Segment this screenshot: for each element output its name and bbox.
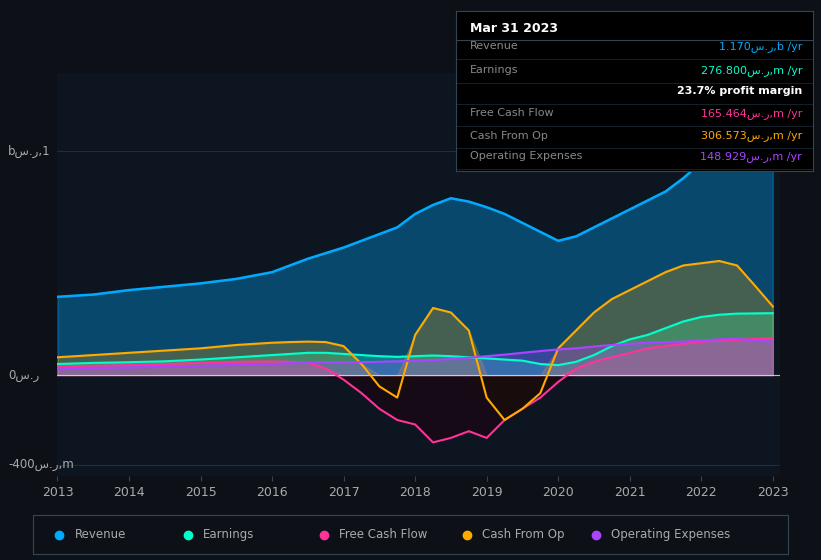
Text: Mar 31 2023: Mar 31 2023	[470, 22, 558, 35]
Text: -400س.ر,m: -400س.ر,m	[8, 458, 74, 472]
Text: Revenue: Revenue	[75, 528, 126, 542]
Text: Cash From Op: Cash From Op	[470, 130, 548, 141]
Text: Earnings: Earnings	[470, 66, 518, 75]
Text: Free Cash Flow: Free Cash Flow	[339, 528, 427, 542]
Text: Revenue: Revenue	[470, 41, 519, 52]
Text: Free Cash Flow: Free Cash Flow	[470, 108, 553, 118]
Text: 276.800س.ر,m /yr: 276.800س.ر,m /yr	[700, 65, 802, 76]
Text: bس.ر,1: bس.ر,1	[8, 144, 51, 158]
Text: 23.7% profit margin: 23.7% profit margin	[677, 86, 802, 96]
Text: Operating Expenses: Operating Expenses	[470, 151, 582, 161]
Text: 148.929س.ر,m /yr: 148.929س.ر,m /yr	[700, 151, 802, 162]
Text: 306.573س.ر,m /yr: 306.573س.ر,m /yr	[701, 130, 802, 141]
Text: 165.464س.ر,m /yr: 165.464س.ر,m /yr	[700, 108, 802, 119]
Text: Operating Expenses: Operating Expenses	[611, 528, 730, 542]
Text: 0س.ر: 0س.ر	[8, 368, 39, 382]
Text: 1.170س.ر,b /yr: 1.170س.ر,b /yr	[718, 41, 802, 52]
Text: Earnings: Earnings	[203, 528, 255, 542]
Text: Cash From Op: Cash From Op	[482, 528, 565, 542]
